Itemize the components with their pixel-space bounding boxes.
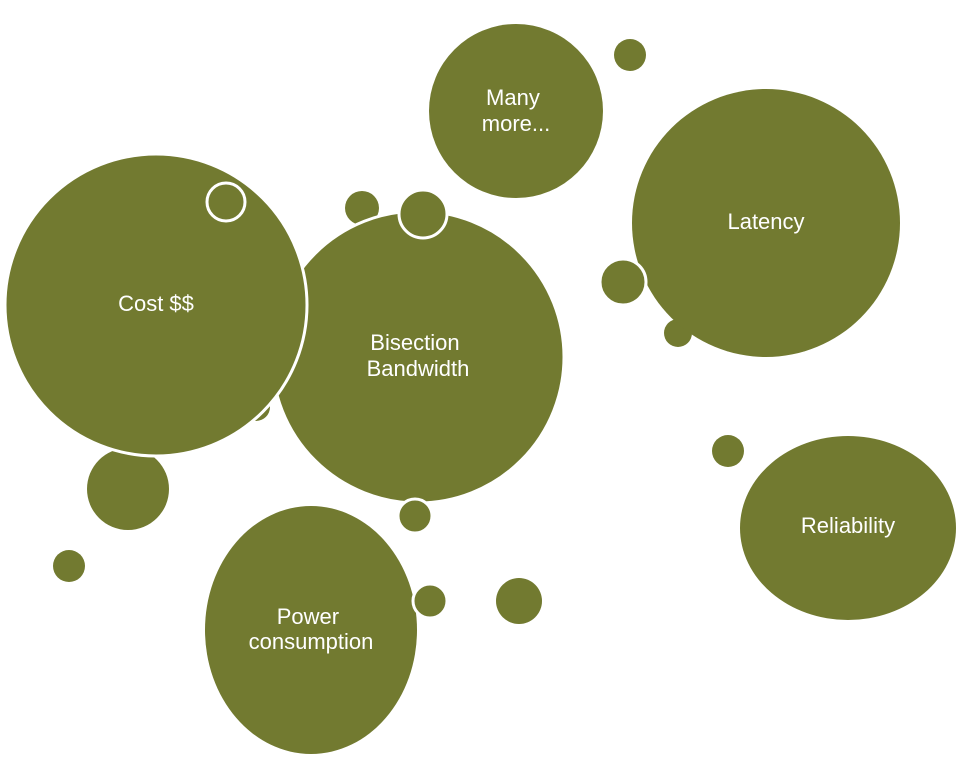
decorative-dot bbox=[87, 448, 169, 530]
decorative-dot bbox=[496, 578, 542, 624]
decorative-dot bbox=[53, 550, 85, 582]
decorative-dot bbox=[345, 191, 379, 225]
decorative-dot bbox=[396, 497, 434, 535]
label-bisection-bandwidth: Bisection Bandwidth bbox=[367, 330, 470, 381]
label-power-consumption: Power consumption bbox=[249, 604, 374, 654]
label-many-more: Many more... bbox=[482, 85, 550, 136]
label-latency: Latency bbox=[727, 209, 804, 234]
decorative-dot bbox=[614, 39, 646, 71]
bubble-many-more bbox=[429, 24, 603, 198]
label-cost: Cost $$ bbox=[118, 291, 194, 316]
label-power-line2: consumption bbox=[249, 629, 374, 654]
label-many-more-line1: Many bbox=[486, 85, 540, 110]
label-power-line1: Power bbox=[277, 604, 339, 629]
label-many-more-line2: more... bbox=[482, 111, 550, 136]
decorative-dot bbox=[712, 435, 744, 467]
bubble-latency bbox=[632, 89, 900, 357]
decorative-dot bbox=[205, 181, 247, 223]
label-bisection-line2: Bandwidth bbox=[367, 356, 470, 381]
decorative-dot bbox=[411, 582, 449, 620]
decorative-dot bbox=[598, 257, 648, 307]
bubble-reliability bbox=[740, 436, 956, 620]
label-bisection-line1: Bisection bbox=[370, 330, 459, 355]
bubble-cost bbox=[3, 152, 309, 458]
label-reliability: Reliability bbox=[801, 513, 895, 538]
decorative-dot bbox=[397, 188, 449, 240]
bubble-power-consumption bbox=[205, 506, 417, 754]
